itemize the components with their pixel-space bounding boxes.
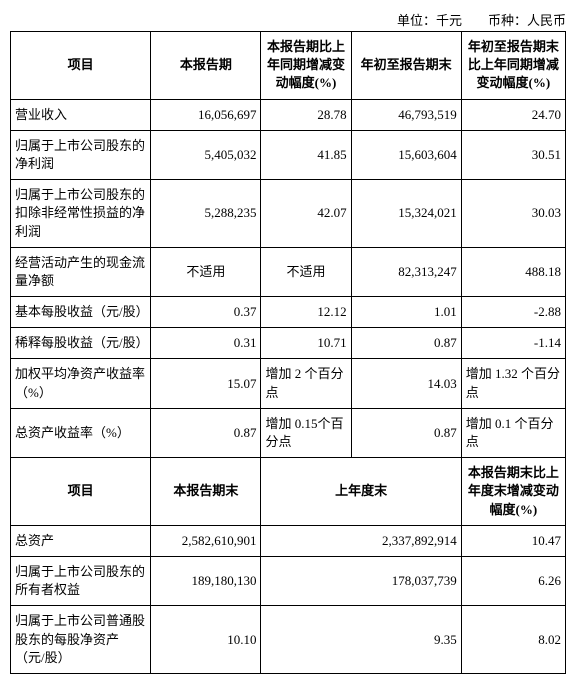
table-row: 基本每股收益（元/股）0.3712.121.01-2.88 (11, 297, 566, 328)
table-row: 归属于上市公司股东的扣除非经常性损益的净利润5,288,23542.0715,3… (11, 180, 566, 248)
header-row-1: 项目本报告期本报告期比上年同期增减变动幅度(%)年初至报告期末年初至报告期末比上… (11, 32, 566, 100)
financial-table: 项目本报告期本报告期比上年同期增减变动幅度(%)年初至报告期末年初至报告期末比上… (10, 31, 566, 674)
table-row: 总资产收益率（%）0.87增加 0.15个百分点0.87增加 0.1 个百分点 (11, 408, 566, 457)
table-row: 总资产2,582,610,9012,337,892,91410.47 (11, 525, 566, 556)
header-row-2: 项目本报告期末上年度末本报告期末比上年度末增减变动幅度(%) (11, 458, 566, 526)
table-row: 加权平均净资产收益率（%）15.07增加 2 个百分点14.03增加 1.32 … (11, 359, 566, 408)
table-row: 经营活动产生的现金流量净额不适用不适用82,313,247488.18 (11, 247, 566, 296)
table-row: 营业收入16,056,69728.7846,793,51924.70 (11, 99, 566, 130)
table-row: 稀释每股收益（元/股）0.3110.710.87-1.14 (11, 328, 566, 359)
table-row: 归属于上市公司股东的净利润5,405,03241.8515,603,60430.… (11, 130, 566, 179)
unit-line: 单位：千元 币种：人民币 (10, 10, 572, 29)
table-row: 归属于上市公司股东的所有者权益189,180,130178,037,7396.2… (11, 556, 566, 605)
table-row: 归属于上市公司普通股股东的每股净资产（元/股）10.109.358.02 (11, 606, 566, 674)
